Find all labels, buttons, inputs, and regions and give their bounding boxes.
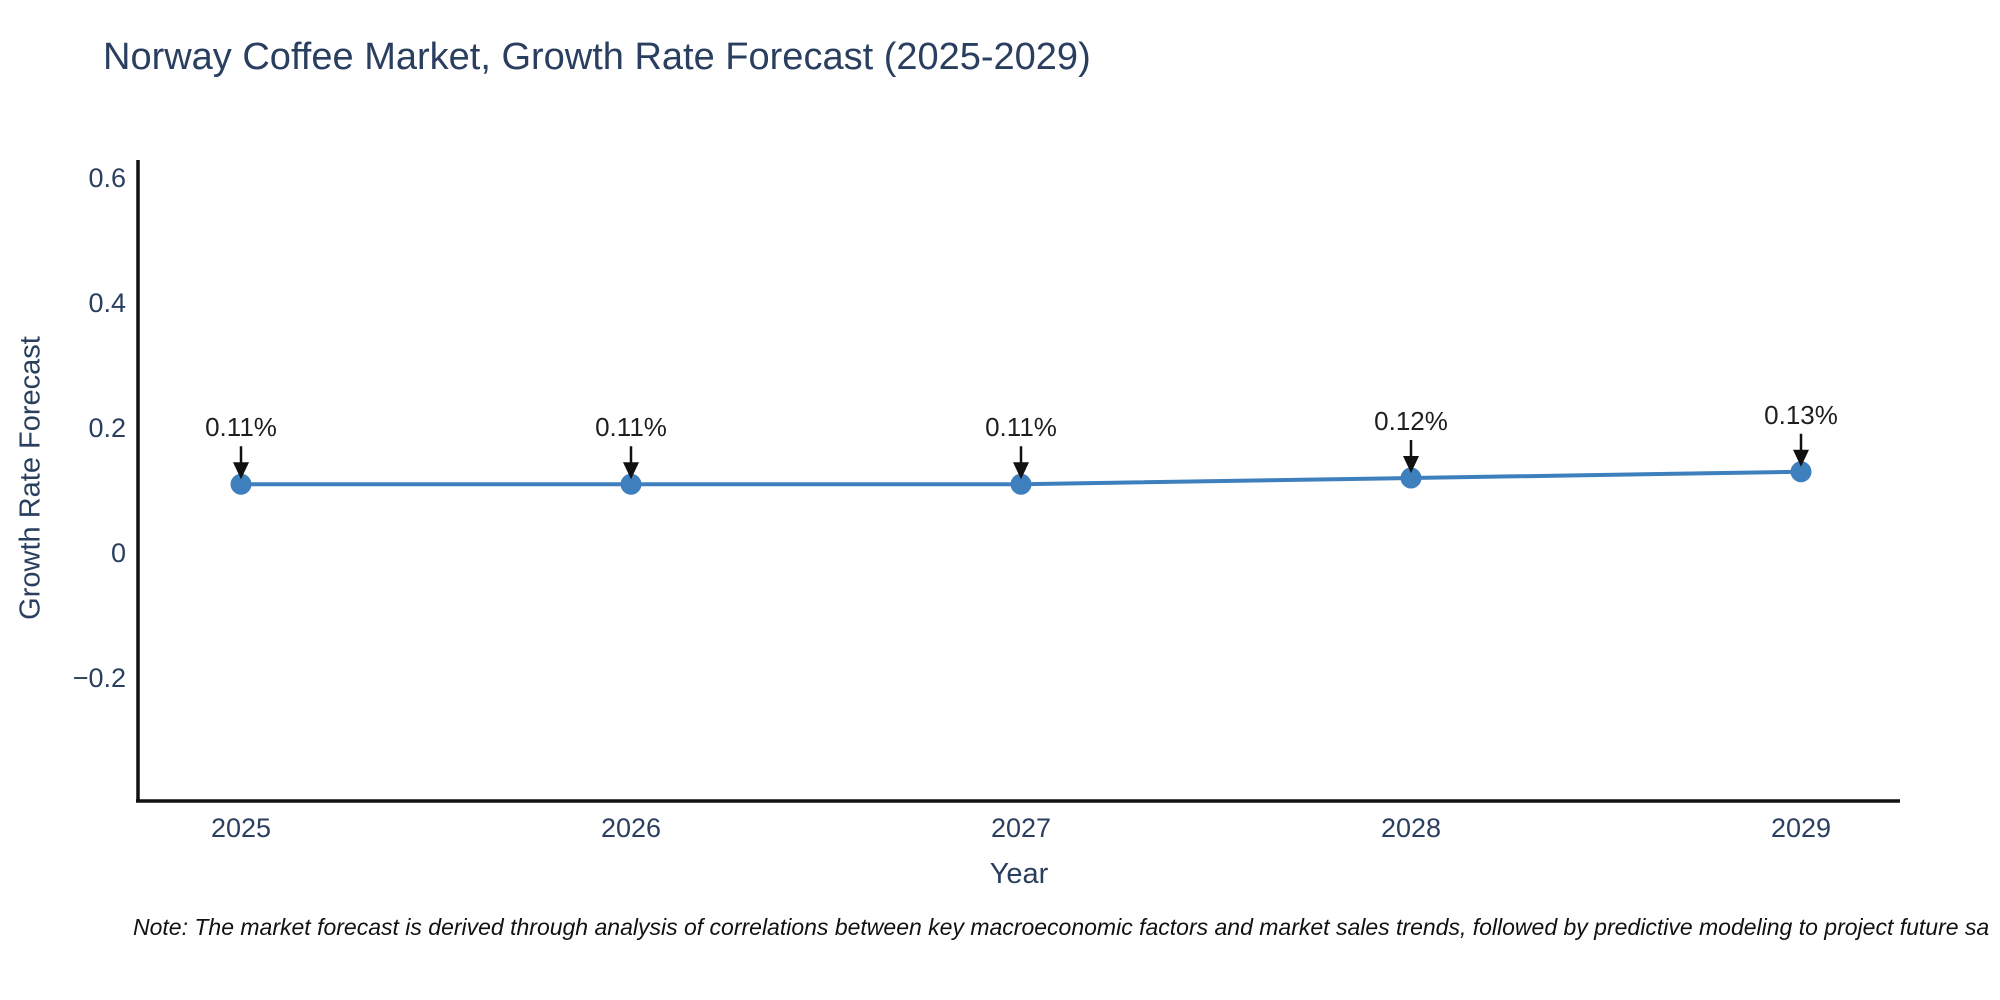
annotation-arrow-head-icon [1013,462,1029,480]
y-tick-label: −0.2 [72,663,126,693]
annotation-label: 0.11% [985,412,1057,443]
data-point-marker [620,473,642,495]
data-point-marker [1790,461,1812,483]
y-tick-label: 0.4 [88,288,126,318]
annotation-arrow-head-icon [233,462,249,480]
annotation-arrow-head-icon [1403,456,1419,473]
data-point-marker [230,473,252,495]
chart-title: Norway Coffee Market, Growth Rate Foreca… [103,36,1091,78]
x-tick-label: 2026 [600,813,662,843]
x-tick-label: 2027 [990,813,1052,843]
annotation-label: 0.12% [1374,406,1448,436]
x-tick-label: 2025 [210,813,272,843]
annotation-label: 0.13% [1764,399,1838,430]
data-point-marker [1010,473,1032,495]
footnote: Note: The market forecast is derived thr… [133,914,1990,940]
annotation-label: 0.11% [205,412,277,443]
x-tick-label: 2029 [1770,813,1832,843]
annotation-label: 0.11% [595,412,667,443]
y-tick-label: 0 [110,538,126,568]
y-tick-label: 0.6 [88,163,126,193]
annotation-arrow-head-icon [1793,449,1809,467]
x-axis-title: Year [989,858,1049,890]
annotation-arrow-head-icon [623,462,639,480]
data-point-marker [1400,467,1422,489]
x-tick-label: 2028 [1380,813,1442,843]
y-tick-label: 0.2 [88,413,126,443]
